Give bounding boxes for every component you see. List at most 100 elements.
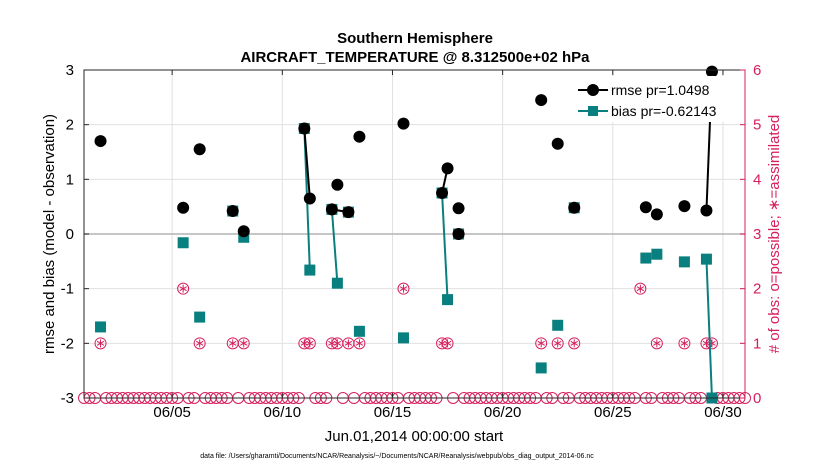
y-tick-label: -3 — [61, 390, 74, 407]
obs-assimilated-marker — [96, 339, 105, 348]
y-tick-label: -2 — [61, 335, 74, 352]
y-axis-right-label: # of obs: o=possible; ∗=assimilated — [766, 115, 783, 354]
rmse-line-segment — [303, 128, 311, 199]
rmse-marker — [237, 225, 250, 238]
bias-marker — [640, 252, 652, 264]
bias-marker — [397, 332, 409, 344]
obs-assimilated-marker — [443, 339, 452, 348]
rmse-marker — [331, 178, 344, 191]
rmse-marker — [650, 208, 663, 221]
x-tick-label: 06/10 — [264, 404, 302, 421]
rmse-marker — [397, 117, 410, 130]
obs-assimilated-marker — [240, 339, 248, 348]
obs-assimilated-marker — [570, 339, 578, 348]
bias-marker — [353, 325, 365, 337]
y2-tick-label: 6 — [753, 62, 761, 79]
obs-possible-marker — [397, 282, 410, 295]
legend-bias-marker — [588, 106, 598, 116]
legend: rmse pr=1.0498 bias pr=-0.62143 — [572, 76, 740, 122]
rmse-marker — [441, 162, 454, 175]
rmse-marker — [298, 122, 311, 135]
rmse-marker — [452, 202, 465, 215]
obs-assimilated-marker — [355, 339, 364, 348]
y2-tick-label: 5 — [753, 117, 761, 134]
rmse-marker — [303, 192, 316, 205]
y-tick-label: 3 — [66, 62, 74, 79]
rmse-marker — [342, 206, 355, 219]
x-tick-label: 06/30 — [704, 404, 742, 421]
y-tick-label: -1 — [61, 281, 74, 298]
bias-marker — [331, 277, 343, 289]
obs-assimilated-marker — [344, 339, 353, 348]
rmse-marker — [678, 200, 691, 213]
obs-possible-marker — [551, 337, 564, 350]
y2-tick-label: 3 — [753, 226, 761, 243]
obs-assimilated-marker — [399, 284, 408, 293]
obs-possible-marker — [650, 337, 663, 350]
y-axis-label: rmse and bias (model - observation) — [41, 114, 58, 354]
obs-assimilated-marker — [306, 339, 314, 348]
rmse-marker — [226, 205, 239, 218]
obs-assimilated-marker — [636, 284, 645, 293]
bias-marker — [651, 248, 663, 260]
rmse-marker — [452, 228, 465, 240]
data-file-footnote: data file: /Users/gharamti/Documents/NCA… — [200, 453, 594, 460]
bias-marker — [678, 256, 690, 268]
obs-assimilated-marker — [537, 339, 545, 348]
x-tick-label: 06/20 — [484, 404, 522, 421]
legend-rmse-marker — [587, 84, 599, 96]
y2-tick-label: 0 — [753, 390, 761, 407]
obs-possible-marker — [94, 337, 107, 350]
y2-tick-label: 4 — [753, 171, 761, 188]
rmse-marker — [94, 135, 107, 148]
bias-marker — [95, 321, 107, 333]
legend-bias-label: bias pr=-0.62143 — [611, 103, 717, 119]
obs-possible-marker — [678, 337, 691, 350]
rmse-marker — [568, 201, 581, 214]
rmse-marker — [177, 201, 190, 214]
bias-marker — [304, 264, 316, 276]
y-tick-label: 1 — [66, 171, 74, 188]
bias-line-segment — [441, 192, 449, 300]
bias-marker — [194, 311, 206, 323]
rmse-marker — [551, 137, 564, 150]
chart-subtitle: AIRCRAFT_TEMPERATURE @ 8.312500e+02 hPa — [240, 49, 590, 66]
y2-tick-label: 2 — [753, 281, 761, 298]
obs-assimilated-marker — [554, 339, 562, 348]
bias-marker — [535, 362, 547, 374]
x-tick-label: 06/05 — [153, 404, 191, 421]
bias-line-segment — [705, 259, 713, 399]
legend-rmse-label: rmse pr=1.0498 — [611, 82, 710, 98]
bias-marker — [177, 237, 189, 249]
obs-possible-marker — [193, 337, 206, 350]
obs-possible-marker — [237, 337, 250, 350]
obs-possible-marker — [568, 337, 581, 350]
bias-marker — [700, 253, 712, 265]
axis-ticks: 06/05 06/10 06/15 06/20 06/25 06/30 -3 -2 -1 0 1 2 3… — [61, 62, 762, 421]
legend-box — [572, 76, 740, 122]
obs-possible-marker — [634, 282, 647, 295]
obs-possible-marker — [353, 337, 366, 350]
obs-assimilated-marker — [680, 339, 689, 348]
obs-assimilated-marker — [653, 339, 661, 348]
rmse-marker — [535, 94, 548, 107]
x-tick-label: 06/25 — [594, 404, 632, 421]
rmse-marker — [700, 204, 713, 217]
obs-possible-marker — [535, 337, 548, 350]
obs-possible-marker — [177, 282, 190, 295]
obs-assimilated-marker — [333, 339, 342, 348]
rmse-marker — [353, 130, 366, 143]
bias-line-segment — [330, 209, 339, 284]
y-tick-label: 2 — [66, 117, 74, 134]
rmse-marker — [705, 65, 718, 78]
obs-assimilated-marker — [195, 339, 204, 348]
obs-assimilated-marker — [229, 339, 237, 348]
bias-marker — [442, 294, 454, 306]
rmse-marker — [193, 143, 206, 156]
obs-assimilated-marker — [179, 284, 187, 293]
chart-title: Southern Hemisphere — [337, 30, 493, 47]
rmse-marker — [639, 201, 652, 214]
x-tick-label: 06/15 — [374, 404, 412, 421]
bias-marker — [552, 319, 564, 331]
